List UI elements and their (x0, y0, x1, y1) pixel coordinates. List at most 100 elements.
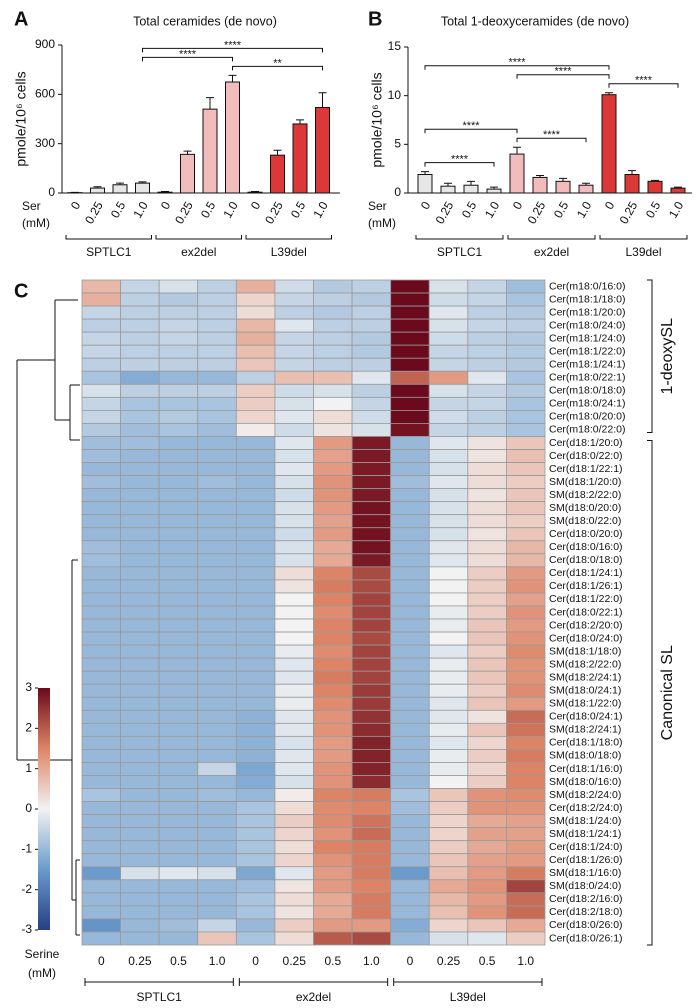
heatmap-cell (274, 749, 314, 763)
column-label: 0 (98, 954, 105, 968)
heatmap-cell (235, 696, 276, 711)
heatmap-cell (158, 618, 199, 633)
heatmap-cell (467, 735, 507, 750)
heatmap-cell (81, 279, 121, 294)
heatmap-cell (313, 566, 353, 581)
heatmap-cell (428, 905, 469, 920)
heatmap-cell (390, 475, 430, 490)
heatmap-cell (274, 657, 314, 672)
row-label: Cer(d18:1/26:1) (549, 580, 623, 592)
heatmap-cell (467, 762, 507, 776)
heatmap-cell (506, 683, 546, 698)
x-tick-label: 0 (418, 199, 434, 212)
x-axis-label: (mM) (22, 216, 50, 230)
heatmap-cell (274, 566, 314, 581)
heatmap-cell (235, 918, 276, 933)
panel-letter: C (14, 280, 28, 302)
heatmap-cell (506, 853, 546, 868)
heatmap-cell (235, 396, 276, 411)
heatmap-cell (506, 383, 546, 398)
heatmap-cell (81, 657, 121, 672)
column-label: 0 (252, 954, 259, 968)
heatmap-cell (197, 527, 237, 542)
heatmap-cell (390, 749, 430, 763)
error-bar (605, 92, 613, 95)
bar (509, 153, 525, 194)
heatmap-cell (235, 592, 276, 607)
heatmap-cell (120, 709, 160, 724)
heatmap-cell (428, 775, 469, 789)
row-label: Cer(d18:0/26:1) (549, 932, 623, 944)
heatmap-cell (351, 905, 392, 920)
heatmap-cell (428, 579, 469, 594)
heatmap-cell (81, 931, 121, 946)
x-tick-label: 1.0 (130, 199, 151, 221)
heatmap-cell (506, 605, 546, 620)
heatmap-cell (351, 670, 392, 685)
significance-bracket (608, 83, 679, 88)
heatmap-cell (274, 775, 314, 789)
heatmap-cell (197, 696, 237, 711)
heatmap-cell (467, 722, 507, 737)
heatmap-cell (390, 527, 430, 542)
heatmap-cell (351, 788, 392, 802)
heatmap-cell (313, 605, 353, 620)
heatmap-cell (120, 749, 160, 763)
heatmap-cell (81, 801, 121, 816)
row-label: Cer(d18:0/22:0) (549, 450, 623, 462)
heatmap-cell (81, 462, 121, 476)
heatmap-cell (313, 579, 353, 594)
heatmap-cell (81, 501, 121, 516)
heatmap-cell (197, 931, 237, 946)
heatmap-cell (81, 566, 121, 581)
heatmap-cell (351, 644, 392, 659)
heatmap-cell (81, 762, 121, 776)
group-bracket (599, 235, 688, 240)
error-bar (273, 149, 282, 156)
x-tick-label: 0 (602, 199, 618, 212)
bar (463, 184, 479, 194)
heatmap-cell (274, 475, 314, 490)
heatmap-cell (467, 749, 507, 763)
heatmap-cell (506, 657, 546, 672)
y-tick-label: 0 (394, 185, 401, 199)
bar (624, 174, 640, 194)
heatmap-cell (506, 370, 546, 385)
heatmap-cell (81, 292, 121, 307)
heatmap-cell (274, 762, 314, 776)
heatmap-cell (467, 644, 507, 659)
row-label: Cer(m18:1/24:0) (549, 332, 625, 344)
heatmap-cell (506, 449, 546, 463)
heatmap-cell (235, 827, 276, 842)
heatmap-cell (390, 931, 430, 946)
heatmap-cell (81, 631, 121, 646)
heatmap-cell (81, 344, 121, 359)
heatmap-cell (120, 801, 160, 816)
row-label: SM(d18:0/24:0) (549, 880, 621, 892)
heatmap-cell (351, 396, 392, 411)
bar (440, 185, 456, 194)
row-label: Cer(m18:1/18:0) (549, 293, 625, 305)
row-label: Cer(d18:1/24:1) (549, 567, 623, 579)
heatmap-cell (313, 527, 353, 542)
heatmap-cell (120, 722, 160, 737)
heatmap-cell (235, 670, 276, 685)
heatmap-cell (274, 449, 314, 463)
heatmap-cell (390, 605, 430, 620)
heatmap-cell (81, 423, 121, 437)
heatmap-cell (390, 709, 430, 724)
heatmap-cell (506, 331, 546, 346)
heatmap-cell (235, 305, 276, 320)
row-label: SM(d18:2/24:1) (549, 724, 621, 736)
heatmap-cell (428, 449, 469, 463)
heatmap-cell (506, 866, 546, 881)
heatmap-cell (506, 318, 546, 333)
group-label: SPTLC1 (437, 245, 483, 259)
heatmap-cell (120, 840, 160, 855)
heatmap-cell (235, 357, 276, 372)
heatmap-cell (313, 762, 353, 776)
heatmap-cell (274, 866, 314, 881)
heatmap-cell (467, 683, 507, 698)
heatmap-cell (197, 827, 237, 842)
row-label: Cer(d18:0/24:1) (549, 711, 623, 723)
